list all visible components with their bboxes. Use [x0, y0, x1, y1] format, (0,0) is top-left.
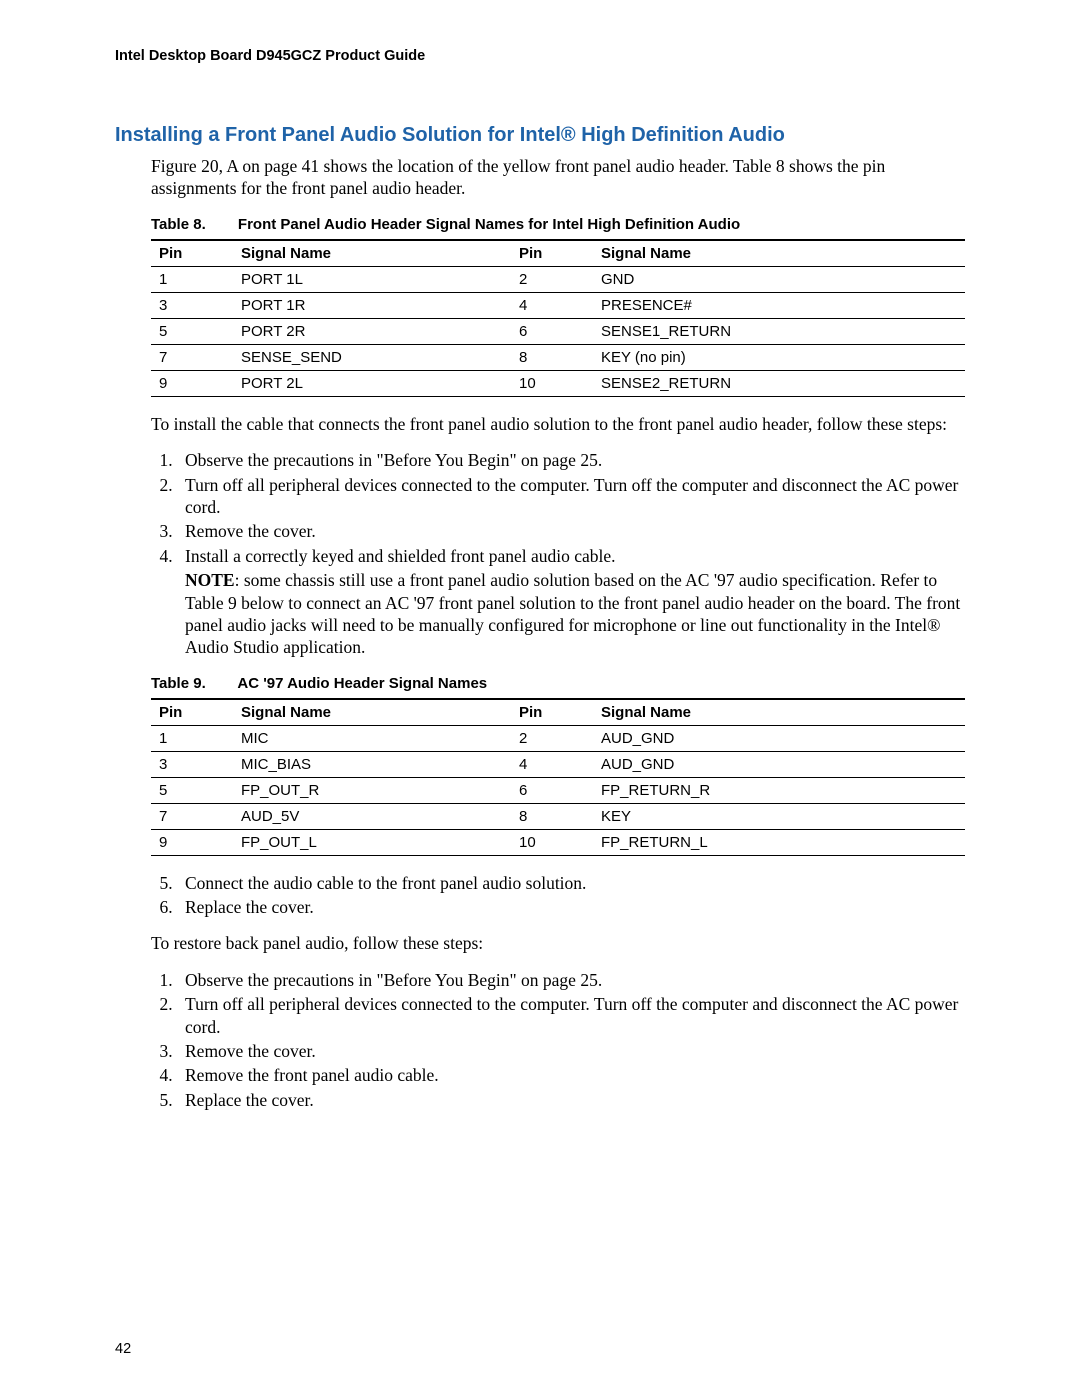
table-cell: PORT 2R [233, 318, 511, 344]
table-cell: 1 [151, 725, 233, 751]
table-cell: 3 [151, 292, 233, 318]
table-cell: PRESENCE# [593, 292, 965, 318]
table9-caption: Table 9. AC '97 Audio Header Signal Name… [151, 675, 965, 692]
install-steps-a: Observe the precautions in "Before You B… [151, 449, 965, 567]
table9: Pin Signal Name Pin Signal Name 1MIC2AUD… [151, 698, 965, 856]
table-cell: 6 [511, 777, 593, 803]
list-item: Connect the audio cable to the front pan… [177, 872, 965, 894]
intro-paragraph: Figure 20, A on page 41 shows the locati… [151, 155, 965, 200]
table-cell: 5 [151, 777, 233, 803]
th-sig2: Signal Name [593, 699, 965, 726]
list-item: Remove the cover. [177, 520, 965, 542]
table-cell: 2 [511, 725, 593, 751]
th-pin2: Pin [511, 240, 593, 267]
table-header-row: Pin Signal Name Pin Signal Name [151, 699, 965, 726]
table-cell: FP_RETURN_L [593, 829, 965, 855]
table-row: 3PORT 1R4PRESENCE# [151, 292, 965, 318]
table-cell: SENSE_SEND [233, 344, 511, 370]
table-row: 1PORT 1L2GND [151, 266, 965, 292]
section-title: Installing a Front Panel Audio Solution … [115, 124, 965, 147]
table-row: 1MIC2AUD_GND [151, 725, 965, 751]
table-cell: AUD_GND [593, 751, 965, 777]
table-row: 3MIC_BIAS4AUD_GND [151, 751, 965, 777]
table-cell: PORT 1R [233, 292, 511, 318]
list-item: Turn off all peripheral devices connecte… [177, 474, 965, 519]
table-cell: 9 [151, 370, 233, 396]
table-cell: 10 [511, 370, 593, 396]
list-item: Replace the cover. [177, 896, 965, 918]
page-number: 42 [115, 1341, 131, 1357]
table-cell: SENSE2_RETURN [593, 370, 965, 396]
th-pin2: Pin [511, 699, 593, 726]
install-steps-b: Connect the audio cable to the front pan… [151, 872, 965, 919]
list-item: Turn off all peripheral devices connecte… [177, 993, 965, 1038]
table-cell: FP_OUT_R [233, 777, 511, 803]
list-item: Remove the cover. [177, 1040, 965, 1062]
table-row: 9FP_OUT_L10FP_RETURN_L [151, 829, 965, 855]
th-sig: Signal Name [233, 699, 511, 726]
th-sig: Signal Name [233, 240, 511, 267]
table8-title: Front Panel Audio Header Signal Names fo… [238, 216, 740, 233]
table-row: 5FP_OUT_R6FP_RETURN_R [151, 777, 965, 803]
table-cell: 8 [511, 803, 593, 829]
th-pin: Pin [151, 699, 233, 726]
table8-body: 1PORT 1L2GND3PORT 1R4PRESENCE#5PORT 2R6S… [151, 266, 965, 396]
list-item: Remove the front panel audio cable. [177, 1064, 965, 1086]
table-row: 7SENSE_SEND8KEY (no pin) [151, 344, 965, 370]
restore-steps: Observe the precautions in "Before You B… [151, 969, 965, 1111]
table-cell: AUD_GND [593, 725, 965, 751]
note-paragraph: NOTE: some chassis still use a front pan… [185, 569, 965, 659]
running-header: Intel Desktop Board D945GCZ Product Guid… [115, 48, 965, 64]
table-cell: 9 [151, 829, 233, 855]
table-row: 9PORT 2L10SENSE2_RETURN [151, 370, 965, 396]
list-item: Install a correctly keyed and shielded f… [177, 545, 965, 567]
note-text: : some chassis still use a front panel a… [185, 570, 960, 657]
restore-intro: To restore back panel audio, follow thes… [151, 932, 965, 954]
note-label: NOTE [185, 570, 235, 590]
table9-body: 1MIC2AUD_GND3MIC_BIAS4AUD_GND5FP_OUT_R6F… [151, 725, 965, 855]
table-row: 5PORT 2R6SENSE1_RETURN [151, 318, 965, 344]
table-cell: 10 [511, 829, 593, 855]
table-header-row: Pin Signal Name Pin Signal Name [151, 240, 965, 267]
table-cell: KEY [593, 803, 965, 829]
table-cell: 3 [151, 751, 233, 777]
table-cell: GND [593, 266, 965, 292]
table8-caption: Table 8. Front Panel Audio Header Signal… [151, 216, 965, 233]
table8-number: Table 8. [151, 216, 206, 233]
table-row: 7AUD_5V8KEY [151, 803, 965, 829]
th-pin: Pin [151, 240, 233, 267]
page: Intel Desktop Board D945GCZ Product Guid… [0, 0, 1080, 1397]
install-intro: To install the cable that connects the f… [151, 413, 965, 435]
table-cell: 4 [511, 292, 593, 318]
list-item: Replace the cover. [177, 1089, 965, 1111]
table-cell: 2 [511, 266, 593, 292]
table-cell: KEY (no pin) [593, 344, 965, 370]
table-cell: PORT 1L [233, 266, 511, 292]
list-item: Observe the precautions in "Before You B… [177, 969, 965, 991]
th-sig2: Signal Name [593, 240, 965, 267]
table-cell: PORT 2L [233, 370, 511, 396]
table-cell: 7 [151, 344, 233, 370]
table-cell: 8 [511, 344, 593, 370]
table-cell: MIC [233, 725, 511, 751]
table-cell: FP_RETURN_R [593, 777, 965, 803]
table-cell: 4 [511, 751, 593, 777]
table-cell: 5 [151, 318, 233, 344]
table9-number: Table 9. [151, 675, 206, 692]
table9-title: AC '97 Audio Header Signal Names [237, 675, 487, 692]
table-cell: 1 [151, 266, 233, 292]
table-cell: 7 [151, 803, 233, 829]
table8: Pin Signal Name Pin Signal Name 1PORT 1L… [151, 239, 965, 397]
table-cell: AUD_5V [233, 803, 511, 829]
table-cell: SENSE1_RETURN [593, 318, 965, 344]
list-item: Observe the precautions in "Before You B… [177, 449, 965, 471]
body-block: Figure 20, A on page 41 shows the locati… [151, 155, 965, 1111]
table-cell: FP_OUT_L [233, 829, 511, 855]
table-cell: MIC_BIAS [233, 751, 511, 777]
table-cell: 6 [511, 318, 593, 344]
